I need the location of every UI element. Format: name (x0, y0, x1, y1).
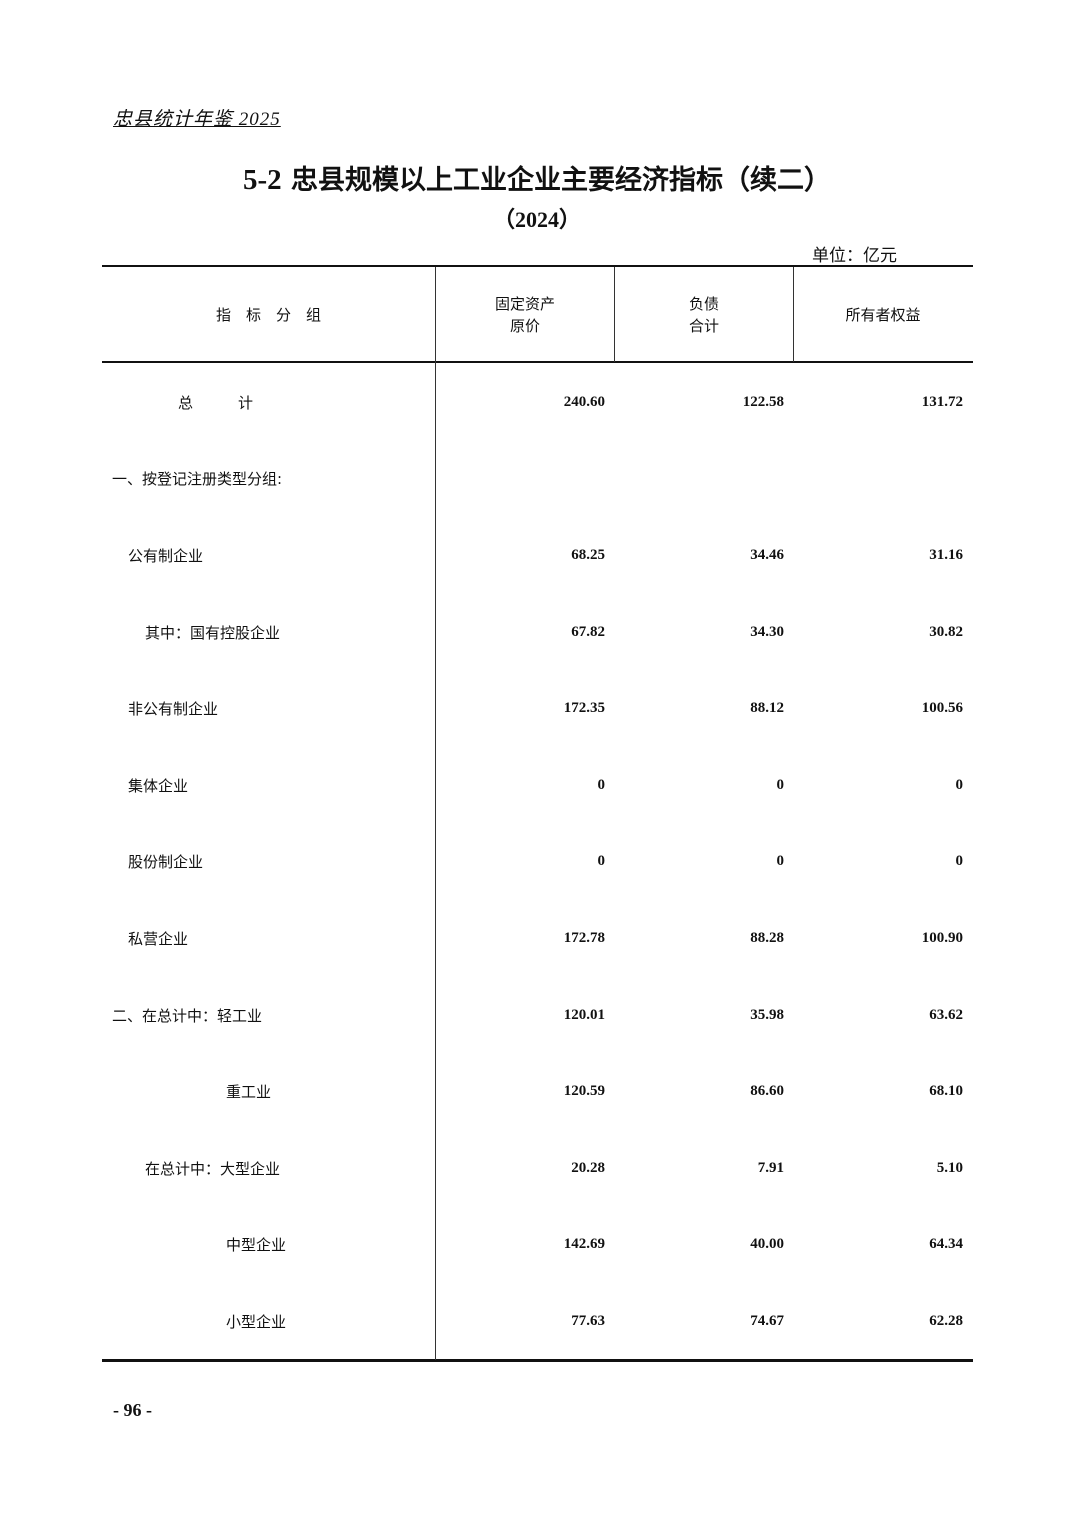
row-value: 40.00 (750, 1236, 784, 1253)
row-value (614, 441, 784, 518)
row-label: 总 计 (178, 393, 254, 412)
row-value (793, 441, 963, 518)
row-value: 30.82 (929, 623, 963, 640)
row-value: 172.35 (563, 700, 605, 717)
table-row: 私营企业 172.78 88.28 100.90 (102, 900, 973, 977)
table-row: 重工业 120.59 86.60 68.10 (102, 1053, 973, 1130)
row-value: 5.10 (936, 1159, 963, 1176)
row-value: 172.78 (563, 929, 605, 946)
row-value (435, 441, 605, 518)
column-header-indicator: 指 标 分 组 (215, 305, 321, 324)
row-value: 77.63 (571, 1312, 605, 1329)
column-header-owners-equity: 所有者权益 (845, 305, 921, 324)
table-row: 其中：国有控股企业 67.82 34.30 30.82 (102, 594, 973, 671)
table-year: （2024） (492, 207, 581, 232)
row-value: 31.16 (929, 546, 963, 563)
table-bottom-rule (102, 1359, 973, 1362)
row-value: 20.28 (571, 1159, 605, 1176)
row-value: 7.91 (757, 1159, 784, 1176)
row-value: 86.60 (750, 1083, 784, 1100)
row-value: 0 (597, 853, 606, 870)
row-value: 142.69 (563, 1236, 605, 1253)
row-value: 67.82 (571, 623, 605, 640)
row-value: 120.59 (563, 1083, 605, 1100)
row-value: 34.30 (750, 623, 784, 640)
table-row: 非公有制企业 172.35 88.12 100.56 (102, 670, 973, 747)
row-value: 62.28 (929, 1312, 963, 1329)
table-row: 集体企业 0 0 0 (102, 747, 973, 824)
row-value: 88.28 (750, 929, 784, 946)
row-label: 私营企业 (128, 929, 189, 948)
table-row: 小型企业 77.63 74.67 62.28 (102, 1283, 973, 1360)
table-row: 二、在总计中：轻工业 120.01 35.98 63.62 (102, 977, 973, 1054)
row-value: 120.01 (563, 1006, 605, 1023)
table-row: 中型企业 142.69 40.00 64.34 (102, 1207, 973, 1284)
row-label: 公有制企业 (128, 546, 204, 565)
column-header-fixed-assets: 固定资产 原价 (494, 294, 555, 335)
header-divider (614, 267, 615, 362)
row-value: 68.10 (929, 1083, 963, 1100)
row-label: 中型企业 (226, 1236, 287, 1255)
table-row: 一、按登记注册类型分组: (102, 441, 973, 518)
table-title: 5-2 忠县规模以上工业企业主要经济指标（续二） (0, 158, 1074, 197)
row-value: 68.25 (571, 546, 605, 563)
row-label: 其中：国有控股企业 (145, 623, 281, 642)
row-label: 股份制企业 (128, 853, 204, 872)
row-value: 34.46 (750, 546, 784, 563)
table-row: 总 计 240.60 122.58 131.72 (102, 364, 973, 441)
page-number: - 96 - (113, 1400, 152, 1420)
row-value: 122.58 (742, 393, 784, 410)
table-top-rule (102, 265, 973, 267)
row-label: 一、按登记注册类型分组: (112, 470, 283, 489)
row-value: 35.98 (750, 1006, 784, 1023)
row-value: 64.34 (929, 1236, 963, 1253)
table-row: 公有制企业 68.25 34.46 31.16 (102, 517, 973, 594)
table-row: 股份制企业 0 0 0 (102, 824, 973, 901)
row-value: 88.12 (750, 700, 784, 717)
running-header: 忠县统计年鉴 2025 (113, 109, 281, 130)
row-value: 0 (955, 853, 964, 870)
row-label: 重工业 (226, 1083, 272, 1102)
row-value: 63.62 (929, 1006, 963, 1023)
row-value: 240.60 (563, 393, 605, 410)
table-title-text: 忠县规模以上工业企业主要经济指标（续二） (291, 165, 832, 196)
row-label: 在总计中：大型企业 (145, 1159, 281, 1178)
row-value: 0 (776, 776, 785, 793)
unit-label: 单位：亿元 (812, 246, 897, 266)
row-label: 非公有制企业 (128, 700, 219, 719)
row-value: 131.72 (921, 393, 963, 410)
row-value: 100.90 (921, 929, 963, 946)
row-label: 集体企业 (128, 776, 189, 795)
stub-column-divider (435, 267, 436, 1360)
row-value: 0 (955, 776, 964, 793)
table-number: 5-2 (242, 164, 282, 196)
row-value: 74.67 (750, 1312, 784, 1329)
row-label: 小型企业 (226, 1312, 287, 1331)
header-divider (793, 267, 794, 362)
column-header-liabilities: 负债 合计 (688, 294, 719, 335)
header-rule (102, 361, 973, 363)
row-label: 二、在总计中：轻工业 (112, 1006, 263, 1025)
table-row: 在总计中：大型企业 20.28 7.91 5.10 (102, 1130, 973, 1207)
row-value: 100.56 (921, 700, 963, 717)
row-value: 0 (776, 853, 785, 870)
row-value: 0 (597, 776, 606, 793)
